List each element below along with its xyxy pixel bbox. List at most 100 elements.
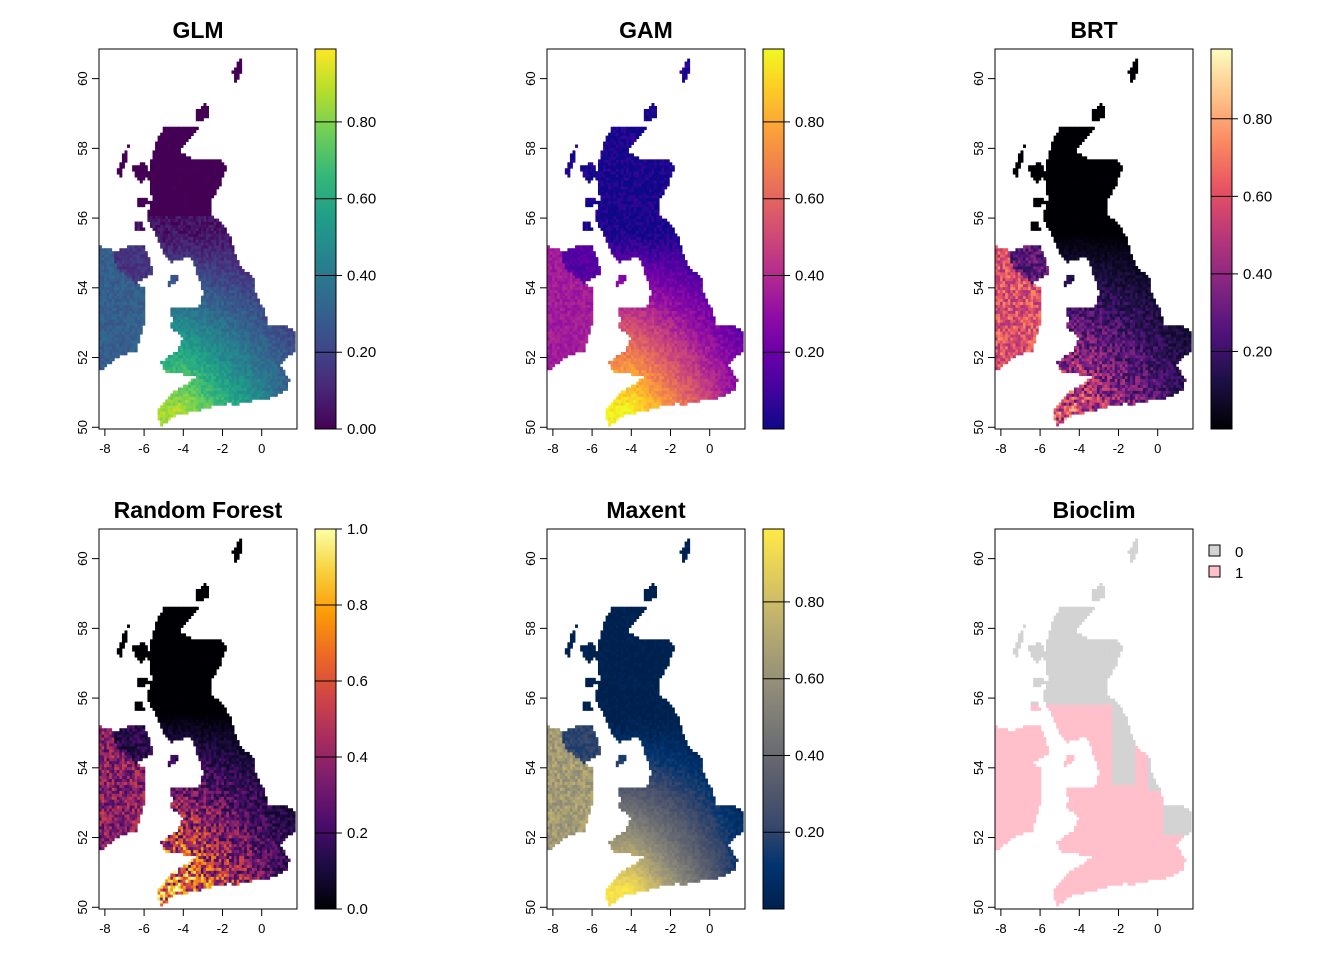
raster-cell xyxy=(145,198,148,201)
raster-cell xyxy=(122,284,125,287)
raster-cell xyxy=(175,405,178,408)
raster-cell xyxy=(244,296,247,299)
raster-cell xyxy=(132,299,135,302)
raster-cell xyxy=(260,367,263,370)
raster-cell xyxy=(196,308,199,311)
raster-cell xyxy=(175,393,178,396)
raster-cell xyxy=(107,361,110,364)
raster-cell xyxy=(183,328,186,331)
raster-cell xyxy=(621,399,624,402)
raster-cell xyxy=(135,165,138,168)
raster-cell xyxy=(206,343,209,346)
raster-cell xyxy=(608,408,611,411)
raster-cell xyxy=(107,248,110,251)
raster-cell xyxy=(613,405,616,408)
raster-cell xyxy=(173,361,176,364)
raster-cell xyxy=(583,337,586,340)
raster-cell xyxy=(114,316,117,319)
raster-cell xyxy=(616,165,619,168)
raster-cell xyxy=(282,370,285,373)
raster-cell xyxy=(170,183,173,186)
raster-cell xyxy=(178,322,181,325)
raster-cell xyxy=(219,257,222,260)
raster-cell xyxy=(260,382,263,385)
raster-cell xyxy=(191,310,194,313)
raster-cell xyxy=(168,136,171,139)
raster-cell xyxy=(254,390,257,393)
raster-cell xyxy=(216,228,219,231)
raster-cell xyxy=(135,346,138,349)
raster-cell xyxy=(562,340,565,343)
raster-cell xyxy=(201,183,204,186)
raster-cell xyxy=(611,207,614,210)
raster-cell xyxy=(221,382,224,385)
raster-cell xyxy=(252,290,255,293)
raster-cell xyxy=(203,180,206,183)
raster-cell xyxy=(567,260,570,263)
raster-cell xyxy=(209,210,212,213)
raster-cell xyxy=(221,228,224,231)
raster-cell xyxy=(211,248,214,251)
raster-cell xyxy=(234,379,237,382)
raster-cell xyxy=(102,287,105,290)
raster-cell xyxy=(575,343,578,346)
raster-cell xyxy=(282,340,285,343)
raster-cell xyxy=(206,180,209,183)
raster-cell xyxy=(249,343,252,346)
raster-cell xyxy=(170,168,173,171)
raster-cell xyxy=(613,136,616,139)
raster-cell xyxy=(221,313,224,316)
raster-cell xyxy=(578,248,581,251)
raster-cell xyxy=(188,242,191,245)
raster-cell xyxy=(214,257,217,260)
raster-cell xyxy=(270,361,273,364)
raster-cell xyxy=(254,355,257,358)
raster-cell xyxy=(254,379,257,382)
raster-cell xyxy=(175,180,178,183)
raster-cell xyxy=(104,299,107,302)
raster-cell xyxy=(181,349,184,352)
raster-cell xyxy=(102,346,105,349)
raster-cell xyxy=(201,210,204,213)
raster-cell xyxy=(193,183,196,186)
raster-cell xyxy=(567,275,570,278)
raster-cell xyxy=(611,236,614,239)
raster-cell xyxy=(160,230,163,233)
raster-cell xyxy=(203,305,206,308)
raster-cell xyxy=(588,245,591,248)
panel-gam: GAM -8 -6 -4 -2 0505254565860 0.200.400.600.… xyxy=(523,17,824,456)
raster-cell xyxy=(603,207,606,210)
raster-cell xyxy=(560,313,563,316)
raster-cell xyxy=(565,337,568,340)
raster-cell xyxy=(565,340,568,343)
raster-cell xyxy=(621,251,624,254)
raster-cell xyxy=(613,162,616,165)
raster-cell xyxy=(590,165,593,168)
raster-cell xyxy=(155,159,158,162)
raster-cell xyxy=(242,370,245,373)
raster-cell xyxy=(623,225,626,228)
raster-cell xyxy=(277,385,280,388)
raster-cell xyxy=(221,319,224,322)
raster-cell xyxy=(203,189,206,192)
raster-cell xyxy=(112,254,115,257)
raster-cell xyxy=(270,364,273,367)
raster-cell xyxy=(239,358,242,361)
raster-cell xyxy=(196,388,199,391)
raster-cell xyxy=(221,162,224,165)
raster-cell xyxy=(277,390,280,393)
raster-cell xyxy=(178,195,181,198)
raster-cell xyxy=(183,233,186,236)
raster-cell xyxy=(193,328,196,331)
raster-cell xyxy=(216,266,219,269)
raster-cell xyxy=(168,216,171,219)
raster-cell xyxy=(603,162,606,165)
raster-cell xyxy=(175,355,178,358)
raster-cell xyxy=(565,168,568,171)
raster-cell xyxy=(293,334,296,337)
raster-cell xyxy=(122,266,125,269)
raster-cell xyxy=(181,180,184,183)
raster-cell xyxy=(175,310,178,313)
raster-cell xyxy=(181,396,184,399)
raster-cell xyxy=(160,213,163,216)
